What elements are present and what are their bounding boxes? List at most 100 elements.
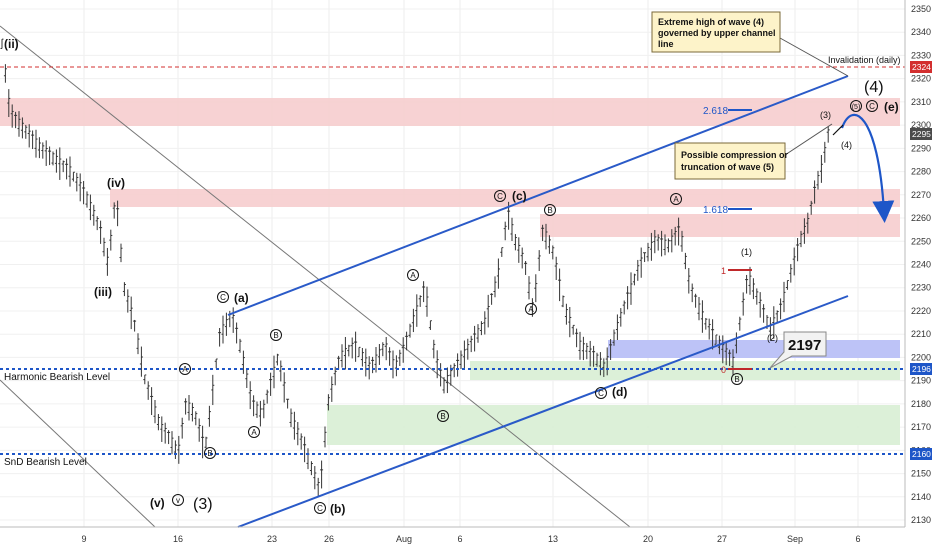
x-tick-label: 6: [457, 534, 462, 544]
ohlc-bar: [214, 358, 218, 369]
ohlc-bar: [156, 414, 160, 431]
circled-labels: v A B C A B C A B C A B C A B (5) C: [172, 100, 878, 514]
ohlc-bar: [439, 363, 443, 387]
ohlc-bar: [588, 340, 592, 367]
ohlc-bar: [711, 319, 715, 350]
ohlc-bar: [350, 337, 354, 359]
ohlc-bar: [806, 212, 810, 234]
ohlc-bar: [275, 353, 279, 366]
ohlc-bar: [197, 418, 201, 442]
ohlc-bar: [462, 340, 466, 369]
fib-1618-label: 1.618: [703, 205, 728, 216]
ohlc-bar: [789, 264, 793, 283]
wave-1-tag: 1: [721, 266, 726, 276]
ohlc-bar: [71, 171, 75, 182]
ohlc-bar: [65, 158, 69, 180]
circled-B-4: B: [544, 204, 556, 216]
ohlc-bar: [180, 417, 184, 439]
ohlc-bar: [503, 221, 507, 241]
ohlc-bar: [683, 252, 687, 270]
wave-b: (b): [330, 502, 345, 516]
ohlc-bar: [595, 352, 599, 367]
circled-C-a: C: [217, 291, 229, 303]
upper-channel-line: [227, 75, 849, 316]
ohlc-bar: [44, 140, 48, 166]
ohlc-bar: [262, 399, 266, 419]
price-bars: [0, 38, 830, 497]
ohlc-bar: [666, 238, 670, 253]
price-tag-2295: 2295: [910, 128, 932, 140]
ohlc-bar: [520, 247, 524, 269]
ohlc-bar: [653, 229, 657, 254]
ohlc-bar: [493, 276, 497, 298]
ohlc-bar: [330, 376, 334, 402]
circled-A-3: A: [407, 269, 419, 281]
ohlc-bar: [245, 369, 249, 389]
ohlc-bar: [428, 320, 432, 331]
ohlc-bar: [41, 142, 45, 159]
ohlc-bar: [541, 224, 545, 242]
ohlc-bar: [95, 216, 99, 231]
ohlc-bar: [561, 295, 565, 308]
ohlc-bar: [782, 281, 786, 313]
ohlc-bar: [445, 367, 449, 394]
wave-d: (d): [612, 385, 627, 399]
invalidation-label: Invalidation (daily): [828, 55, 901, 65]
wave-labels: (ii) (iv) (iii) (v) (a) (b) (c) (d) (e): [4, 37, 899, 516]
y-tick-label: 2230: [911, 283, 931, 293]
ohlc-bar: [224, 312, 228, 336]
ohlc-bar: [282, 372, 286, 403]
circled-B-3: B: [437, 410, 449, 422]
wave-0-tag: 0: [721, 365, 726, 375]
ohlc-bar: [605, 347, 609, 376]
ohlc-bar: [758, 292, 762, 318]
ohlc-bar: [258, 400, 262, 427]
svg-text:2196: 2196: [912, 364, 931, 374]
ohlc-bar: [201, 425, 205, 459]
ohlc-bar: [452, 363, 456, 378]
ohlc-bar: [238, 338, 242, 353]
svg-text:(5): (5): [852, 104, 861, 111]
ohlc-bar: [17, 111, 21, 137]
ohlc-bar: [252, 395, 256, 417]
ohlc-bar: [255, 401, 259, 418]
ohlc-bar: [207, 405, 211, 427]
y-tick-label: 2180: [911, 399, 931, 409]
ohlc-bar: [796, 238, 800, 262]
ohlc-bar: [337, 355, 341, 370]
circled-B-1: B: [204, 447, 216, 459]
ohlc-bar: [190, 402, 194, 422]
y-tick-label: 2260: [911, 213, 931, 223]
ohlc-bar: [241, 350, 245, 374]
svg-text:2324: 2324: [912, 62, 931, 72]
ohlc-bar: [3, 64, 7, 83]
ohlc-bar: [612, 329, 616, 346]
ohlc-bar: [48, 146, 52, 166]
ohlc-bar: [7, 89, 11, 117]
ohlc-bar: [143, 374, 147, 385]
fib-2618-label: 2.618: [703, 106, 728, 117]
ohlc-bar: [265, 389, 269, 404]
ohlc-bar: [537, 250, 541, 272]
y-tick-label: 2210: [911, 329, 931, 339]
y-tick-label: 2350: [911, 4, 931, 14]
ohlc-bar: [816, 170, 820, 190]
ohlc-bar: [170, 431, 174, 455]
ohlc-bar: [656, 234, 660, 251]
ohlc-bar: [316, 477, 320, 497]
resistance-zone-top: [0, 98, 900, 126]
x-tick-label: 6: [855, 534, 860, 544]
wave-e: (e): [884, 100, 899, 114]
ohlc-bar: [819, 154, 823, 183]
wave-v: (v): [150, 496, 165, 510]
ohlc-bar: [160, 416, 164, 442]
projection-arrow: [840, 113, 895, 223]
ohlc-bar: [741, 292, 745, 316]
ohlc-bar: [459, 350, 463, 370]
ohlc-bar: [809, 200, 813, 215]
svg-text:A: A: [528, 305, 534, 314]
ohlc-bar: [343, 336, 347, 370]
x-tick-label: Sep: [787, 534, 803, 544]
x-tick-label: Aug: [396, 534, 412, 544]
x-tick-label: 16: [173, 534, 183, 544]
